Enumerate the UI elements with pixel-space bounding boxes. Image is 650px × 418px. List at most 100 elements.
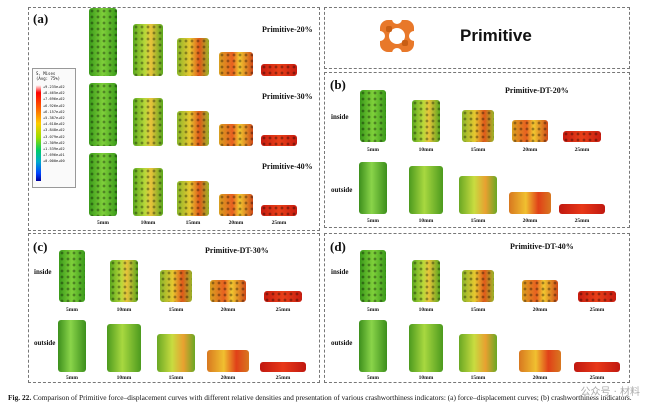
panel-d-title: Primitive-DT-40% bbox=[510, 242, 574, 251]
legend-subtitle: (Avg: 75%) bbox=[36, 76, 61, 81]
panel_b-caption-inside: 10mm bbox=[418, 147, 434, 153]
panel-b-title: Primitive-DT-20% bbox=[505, 86, 569, 95]
panel_c-caption-outside: 10mm bbox=[116, 375, 132, 381]
panel_b-caption-outside: 20mm bbox=[522, 218, 538, 224]
specimen-outside bbox=[559, 204, 605, 214]
panel-a bbox=[28, 7, 320, 231]
specimen-inside bbox=[412, 260, 440, 302]
specimen-a bbox=[89, 153, 117, 216]
legend-value: +3.848e+02 bbox=[43, 128, 65, 133]
panel-d-outside-label: outside bbox=[331, 339, 353, 347]
specimen-outside bbox=[207, 350, 249, 372]
specimen-outside bbox=[107, 324, 141, 372]
specimen-outside bbox=[359, 320, 387, 372]
panel_d-caption-inside: 20mm bbox=[532, 307, 548, 313]
panel-a-caption: 25mm bbox=[271, 220, 287, 226]
panel-a-caption: 20mm bbox=[228, 220, 244, 226]
legend-value: +6.157e+02 bbox=[43, 109, 65, 114]
specimen-a bbox=[133, 98, 163, 146]
specimen-outside bbox=[574, 362, 620, 372]
primitive-cell-icon bbox=[375, 14, 419, 58]
specimen-outside bbox=[519, 350, 561, 372]
specimen-inside bbox=[110, 260, 138, 302]
panel-b-label: (b) bbox=[330, 77, 346, 92]
specimen-inside bbox=[522, 280, 558, 302]
panel-c-inside-label: inside bbox=[34, 268, 52, 276]
panel-b bbox=[324, 72, 630, 228]
panel_b-caption-outside: 10mm bbox=[418, 218, 434, 224]
specimen-a bbox=[177, 181, 209, 216]
panel-a-row3-title: Primitive-40% bbox=[262, 162, 313, 171]
panel_d-caption-outside: 20mm bbox=[532, 375, 548, 381]
panel-a-label: (a) bbox=[33, 11, 49, 26]
caption-fig-number: Fig. 22. bbox=[8, 393, 32, 402]
specimen-inside bbox=[59, 250, 85, 302]
specimen-outside bbox=[459, 334, 497, 372]
panel_c-caption-inside: 25mm bbox=[275, 307, 291, 313]
legend-value: +1.539e+02 bbox=[43, 147, 65, 152]
legend-value: +3.079e+02 bbox=[43, 134, 65, 139]
legend-values: +9.235e+02 +8.465e+02 +7.696e+02 +6.926e+02… bbox=[43, 84, 65, 165]
specimen-a bbox=[219, 123, 253, 146]
panel-c-label: (c) bbox=[33, 239, 48, 254]
specimen-a bbox=[219, 193, 253, 216]
figure-caption: Fig. 22. Comparison of Primitive force–d… bbox=[8, 393, 648, 402]
specimen-inside bbox=[160, 270, 192, 302]
specimen-inside bbox=[264, 291, 302, 302]
panel-a-caption: 5mm bbox=[97, 220, 109, 226]
legend-title: S, Mises bbox=[36, 71, 56, 76]
panel_c-caption-inside: 10mm bbox=[116, 307, 132, 313]
panel_d-caption-outside: 5mm bbox=[367, 375, 379, 381]
panel_b-caption-outside: 25mm bbox=[574, 218, 590, 224]
panel_c-caption-outside: 25mm bbox=[275, 375, 291, 381]
panel_c-caption-inside: 20mm bbox=[220, 307, 236, 313]
specimen-inside bbox=[578, 291, 616, 302]
panel-a-row1-title: Primitive-20% bbox=[262, 25, 313, 34]
specimen-inside bbox=[412, 100, 440, 142]
specimen-a bbox=[177, 111, 209, 146]
panel_b-caption-outside: 15mm bbox=[470, 218, 486, 224]
panel-b-outside-label: outside bbox=[331, 186, 353, 194]
specimen-outside bbox=[409, 324, 443, 372]
panel_d-caption-inside: 5mm bbox=[367, 307, 379, 313]
legend-value: +9.235e+02 bbox=[43, 85, 65, 89]
panel-primitive bbox=[324, 7, 630, 69]
specimen-a bbox=[89, 8, 117, 76]
panel_c-caption-outside: 5mm bbox=[66, 375, 78, 381]
panel_d-caption-inside: 10mm bbox=[418, 307, 434, 313]
legend-value: +6.926e+02 bbox=[43, 103, 65, 108]
panel_c-caption-inside: 5mm bbox=[66, 307, 78, 313]
panel_d-caption-inside: 25mm bbox=[589, 307, 605, 313]
primitive-title: Primitive bbox=[460, 26, 532, 45]
stress-legend: S, Mises (Avg: 75%) +9.235e+02 +8.465e+02 +… bbox=[32, 68, 76, 188]
legend-value: +2.309e+02 bbox=[43, 140, 65, 145]
specimen-inside bbox=[563, 131, 601, 142]
specimen-outside bbox=[409, 166, 443, 214]
panel-d bbox=[324, 233, 630, 383]
legend-value: +7.696e+01 bbox=[43, 153, 65, 158]
panel-a-caption: 10mm bbox=[140, 220, 156, 226]
specimen-outside bbox=[58, 320, 86, 372]
panel_c-caption-outside: 15mm bbox=[168, 375, 184, 381]
specimen-a bbox=[177, 38, 209, 76]
specimen-outside bbox=[359, 162, 387, 214]
specimen-a bbox=[89, 83, 117, 146]
specimen-outside bbox=[509, 192, 551, 214]
specimen-inside bbox=[210, 280, 246, 302]
panel_c-caption-inside: 15mm bbox=[168, 307, 184, 313]
panel_b-caption-outside: 5mm bbox=[367, 218, 379, 224]
panel_b-caption-inside: 20mm bbox=[522, 147, 538, 153]
legend-value: +0.000e+00 bbox=[43, 159, 65, 164]
legend-value: +8.465e+02 bbox=[43, 91, 65, 96]
panel-a-row2-title: Primitive-30% bbox=[262, 92, 313, 101]
panel_d-caption-inside: 15mm bbox=[470, 307, 486, 313]
panel_d-caption-outside: 10mm bbox=[418, 375, 434, 381]
legend-value: +7.696e+02 bbox=[43, 97, 65, 102]
panel-c-title: Primitive-DT-30% bbox=[205, 246, 269, 255]
panel_b-caption-inside: 25mm bbox=[574, 147, 590, 153]
specimen-inside bbox=[462, 270, 494, 302]
watermark: 公众号 · 材料 bbox=[580, 387, 640, 398]
panel_d-caption-outside: 25mm bbox=[589, 375, 605, 381]
specimen-outside bbox=[459, 176, 497, 214]
caption-text: Comparison of Primitive force–displaceme… bbox=[33, 393, 632, 402]
